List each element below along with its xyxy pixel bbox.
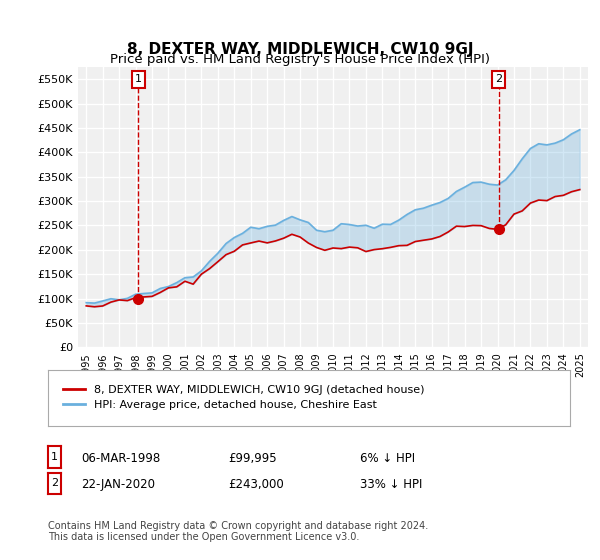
Text: 06-MAR-1998: 06-MAR-1998 — [81, 452, 160, 465]
Text: 1: 1 — [51, 452, 58, 462]
Text: 1: 1 — [135, 74, 142, 85]
Text: 22-JAN-2020: 22-JAN-2020 — [81, 478, 155, 492]
Text: £99,995: £99,995 — [228, 452, 277, 465]
Text: 2: 2 — [495, 74, 502, 85]
Text: Price paid vs. HM Land Registry's House Price Index (HPI): Price paid vs. HM Land Registry's House … — [110, 53, 490, 66]
Text: 33% ↓ HPI: 33% ↓ HPI — [360, 478, 422, 492]
Text: 6% ↓ HPI: 6% ↓ HPI — [360, 452, 415, 465]
Text: 2: 2 — [51, 478, 58, 488]
Text: Contains HM Land Registry data © Crown copyright and database right 2024.
This d: Contains HM Land Registry data © Crown c… — [48, 521, 428, 543]
Text: £243,000: £243,000 — [228, 478, 284, 492]
Legend: 8, DEXTER WAY, MIDDLEWICH, CW10 9GJ (detached house), HPI: Average price, detach: 8, DEXTER WAY, MIDDLEWICH, CW10 9GJ (det… — [59, 381, 429, 414]
Text: 8, DEXTER WAY, MIDDLEWICH, CW10 9GJ: 8, DEXTER WAY, MIDDLEWICH, CW10 9GJ — [127, 42, 473, 57]
